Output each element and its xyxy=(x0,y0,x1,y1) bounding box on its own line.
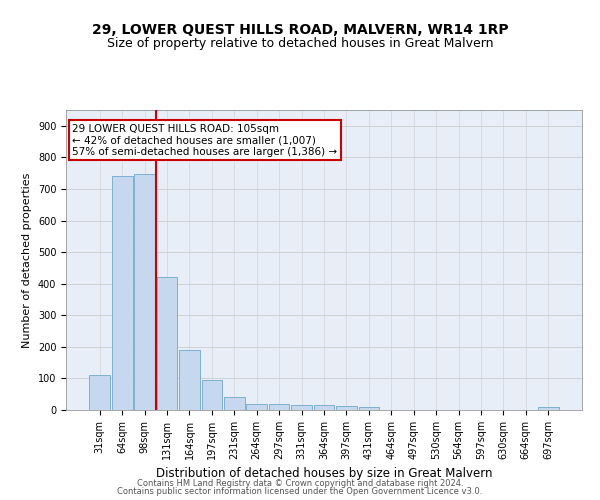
Bar xyxy=(336,406,357,410)
Bar xyxy=(269,404,289,410)
Bar xyxy=(157,278,178,410)
Text: Contains public sector information licensed under the Open Government Licence v3: Contains public sector information licen… xyxy=(118,487,482,496)
Bar xyxy=(112,176,133,410)
Bar xyxy=(314,406,334,410)
Text: 29 LOWER QUEST HILLS ROAD: 105sqm
← 42% of detached houses are smaller (1,007)
5: 29 LOWER QUEST HILLS ROAD: 105sqm ← 42% … xyxy=(72,124,337,156)
Bar xyxy=(202,380,222,410)
Bar xyxy=(134,174,155,410)
X-axis label: Distribution of detached houses by size in Great Malvern: Distribution of detached houses by size … xyxy=(156,468,492,480)
Bar xyxy=(247,404,267,410)
Bar xyxy=(359,408,379,410)
Bar xyxy=(224,398,245,410)
Text: Size of property relative to detached houses in Great Malvern: Size of property relative to detached ho… xyxy=(107,38,493,51)
Text: 29, LOWER QUEST HILLS ROAD, MALVERN, WR14 1RP: 29, LOWER QUEST HILLS ROAD, MALVERN, WR1… xyxy=(92,22,508,36)
Text: Contains HM Land Registry data © Crown copyright and database right 2024.: Contains HM Land Registry data © Crown c… xyxy=(137,478,463,488)
Bar xyxy=(89,374,110,410)
Bar xyxy=(538,408,559,410)
Bar xyxy=(291,406,312,410)
Y-axis label: Number of detached properties: Number of detached properties xyxy=(22,172,32,348)
Bar xyxy=(179,350,200,410)
